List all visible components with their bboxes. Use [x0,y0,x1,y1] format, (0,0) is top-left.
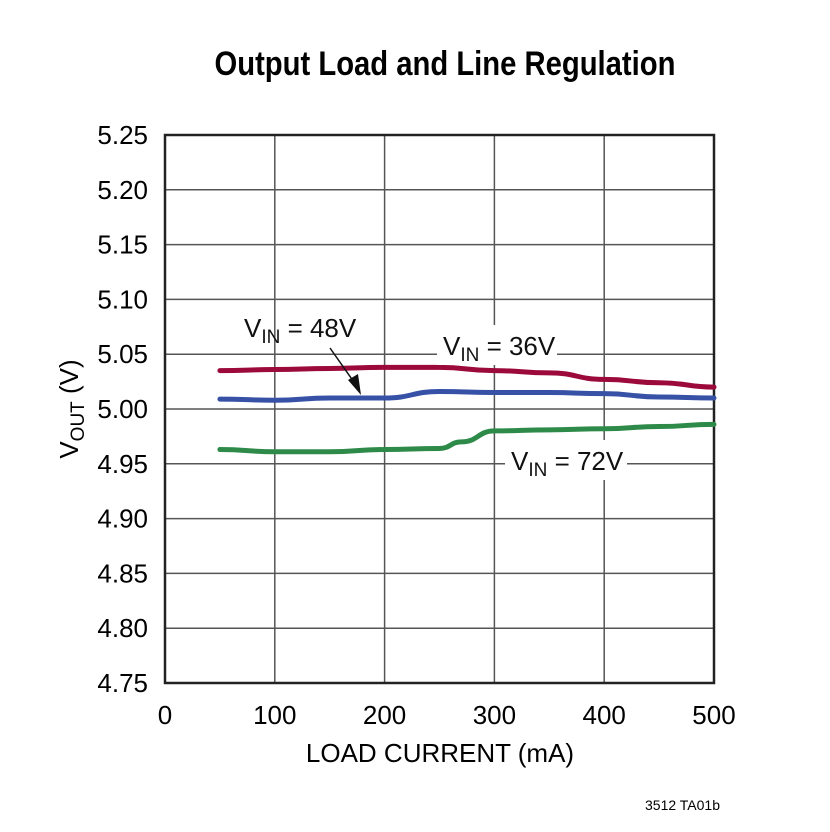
y-tick-label: 4.90 [97,504,148,534]
series-label: VIN = 36V [443,331,556,366]
plot-frame [163,133,716,685]
label-background [505,440,627,480]
y-tick-label: 5.20 [97,175,148,205]
y-tick-label: 5.00 [97,394,148,424]
x-tick-label: 500 [692,700,735,730]
y-tick-label: 5.05 [97,339,148,369]
y-tick-label: 4.85 [97,558,148,588]
series-line [217,421,717,455]
series-label: VIN = 48V [244,313,357,348]
y-axis-label: VOUT (V) [54,359,89,458]
arrow-head-icon [348,374,361,395]
footnote: 3512 TA01b [645,797,720,813]
series-line [217,364,717,390]
x-tick-label: 200 [363,700,406,730]
y-tick-label: 4.75 [97,668,148,698]
y-tick-label: 5.25 [97,120,148,150]
x-tick-label: 300 [473,700,516,730]
y-tick-label: 5.15 [97,230,148,260]
x-tick-label: 0 [158,700,172,730]
series-label: VIN = 72V [511,446,624,481]
series-line [217,388,717,403]
x-axis-label: LOAD CURRENT (mA) [306,738,574,768]
chart-title: Output Load and Line Regulation [215,44,676,83]
x-tick-label: 400 [583,700,626,730]
label-background [437,325,557,365]
y-tick-label: 4.95 [97,449,148,479]
y-tick-label: 5.10 [97,284,148,314]
y-tick-label: 4.80 [97,613,148,643]
x-tick-label: 100 [253,700,296,730]
